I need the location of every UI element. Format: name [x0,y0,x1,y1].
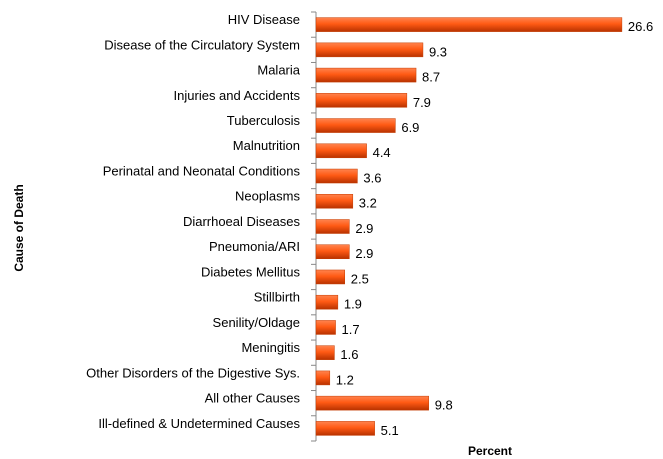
y-tick-label: Injuries and Accidents [174,88,301,103]
data-label: 9.8 [435,398,453,413]
y-tick-label: Meningitis [241,340,300,355]
data-label: 2.5 [351,271,369,286]
bar [315,294,339,310]
bar [315,17,623,32]
data-label: 3.2 [359,196,377,211]
y-tick-label: Neoplasms [235,189,301,204]
bar [315,421,375,436]
bar [315,345,335,360]
data-label: 2.9 [355,221,373,236]
bar [315,194,354,209]
data-label: 9.3 [429,44,447,59]
bar [315,93,408,108]
y-axis-title: Cause of Death [12,184,26,271]
bar [315,244,350,259]
bar [315,320,336,335]
data-label: 1.6 [340,347,358,362]
y-tick-label: Disease of the Circulatory System [104,37,300,52]
bar [315,219,350,234]
y-tick-label: Perinatal and Neonatal Conditions [103,163,301,178]
data-label: 6.9 [401,120,419,135]
bar [315,118,396,133]
data-label: 3.6 [363,170,381,185]
data-label: 1.2 [336,372,354,387]
data-label: 26.6 [628,19,653,34]
bar [315,42,424,58]
y-tick-label: Stillbirth [254,290,300,305]
bar [315,370,331,386]
bar [315,143,367,159]
data-label: 7.9 [413,95,431,110]
data-label: 4.4 [373,145,391,160]
y-tick-label: HIV Disease [228,12,300,27]
y-tick-label: All other Causes [205,391,301,406]
y-tick-label: Tuberculosis [227,113,301,128]
bar [315,269,345,285]
data-label: 2.9 [355,246,373,261]
y-tick-label: Other Disorders of the Digestive Sys. [86,365,300,380]
y-tick-label: Malnutrition [233,138,300,153]
bar [315,168,358,184]
y-tick-label: Ill-defined & Undetermined Causes [98,416,300,431]
data-label: 5.1 [381,423,399,438]
data-label: 1.9 [344,297,362,312]
y-tick-label: Pneumonia/ARI [209,239,300,254]
data-label: 8.7 [422,70,440,85]
y-tick-label: Senility/Oldage [213,315,300,330]
bar [315,67,417,83]
bar [315,395,429,411]
data-label: 1.7 [342,322,360,337]
y-tick-label: Malaria [257,63,300,78]
y-tick-label: Diabetes Mellitus [201,264,300,279]
y-tick-label: Diarrhoeal Diseases [183,214,301,229]
x-axis-title: Percent [468,444,512,458]
